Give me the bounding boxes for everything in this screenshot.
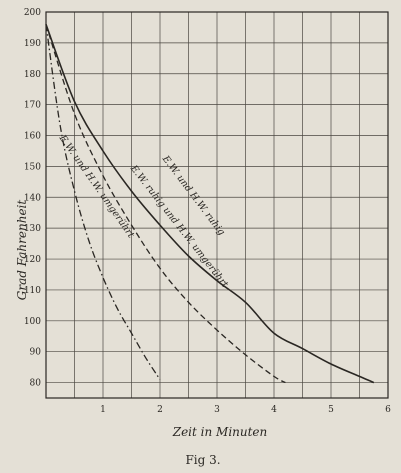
series-line-1 xyxy=(45,24,375,384)
plot-border xyxy=(45,11,389,399)
x-axis-label: Zeit in Minuten xyxy=(172,425,268,439)
x-tick-label: 5 xyxy=(328,405,334,415)
y-tick-label: 110 xyxy=(24,286,41,296)
y-tick-label: 200 xyxy=(24,8,41,18)
x-tick-label: 1 xyxy=(100,405,106,415)
y-tick-label: 160 xyxy=(24,132,41,142)
y-tick-label: 80 xyxy=(30,379,42,389)
y-tick-label: 130 xyxy=(24,224,41,234)
y-tick-label: 150 xyxy=(24,162,41,172)
figure-caption: Fig 3. xyxy=(185,453,220,467)
x-tick-label: 3 xyxy=(214,405,220,415)
y-tick-label: 90 xyxy=(30,348,42,358)
y-axis-label: Grad Fahrenheit xyxy=(15,200,29,301)
y-tick-label: 100 xyxy=(24,317,41,327)
y-tick-label: 190 xyxy=(24,39,41,49)
y-tick-label: 140 xyxy=(24,193,41,203)
series-label-3: E.W. und H.W. umgerührt xyxy=(56,132,136,240)
x-tick-label: 2 xyxy=(157,405,163,415)
y-tick-label: 120 xyxy=(24,255,41,265)
series-line-2 xyxy=(45,24,286,384)
chart-grid xyxy=(46,11,388,398)
chart-series xyxy=(45,24,375,384)
plot-frame xyxy=(45,11,389,399)
y-tick-label: 170 xyxy=(24,101,41,111)
series-line-3 xyxy=(45,24,161,380)
y-tick-label: 180 xyxy=(24,70,41,80)
x-tick-label: 4 xyxy=(271,405,277,415)
x-tick-label: 6 xyxy=(385,405,391,415)
x-axis-ticks: 1 2 3 4 5 6 xyxy=(100,405,391,415)
y-axis-ticks: 200 190 180 170 160 150 140 130 120 110 100 90 80 xyxy=(24,8,41,389)
